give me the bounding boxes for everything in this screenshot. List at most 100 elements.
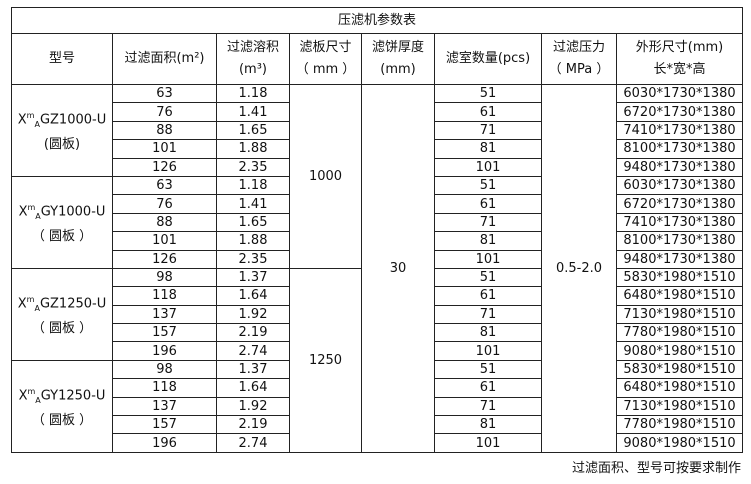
model-name: XmAGZ1250-U — [17, 294, 107, 313]
volume-cell: 1.88 — [216, 139, 290, 159]
area-cell: 118 — [112, 378, 217, 398]
plate-size-cell: 1250 — [289, 267, 362, 453]
header-model: 型号 — [11, 33, 113, 85]
table-row: 137 1.92 71 7130*1980*1510 — [12, 396, 744, 417]
dimensions-cell: 6030*1730*1380 — [615, 83, 744, 104]
pressure-cell: 0.5-2.0 — [541, 84, 617, 453]
header-plate-size: 滤板尺寸（ mm ） — [289, 33, 362, 85]
table-row: 88 1.65 71 7410*1730*1380 — [12, 212, 744, 233]
table-row: 157 2.19 81 7780*1980*1510 — [12, 415, 744, 435]
table-row: 118 1.64 61 6480*1980*1510 — [12, 286, 744, 306]
table-row: XmAGY1250-U （ 圆板 ） 98 1.37 51 5830*1980*1510 — [11, 359, 744, 453]
area-cell: 118 — [112, 286, 217, 306]
chambers-cell: 81 — [434, 139, 542, 159]
chambers-cell: 101 — [434, 249, 542, 269]
area-cell: 101 — [112, 139, 217, 159]
chambers-cell: 51 — [434, 175, 542, 196]
dimensions-cell: 7130*1980*1510 — [615, 396, 744, 417]
area-cell: 137 — [112, 396, 217, 417]
chambers-cell: 101 — [434, 341, 542, 361]
volume-cell: 1.64 — [216, 286, 290, 306]
dimensions-cell: 9080*1980*1510 — [615, 433, 744, 453]
volume-cell: 1.92 — [216, 304, 290, 325]
chambers-cell: 51 — [434, 83, 542, 104]
dimensions-cell: 6480*1980*1510 — [615, 378, 744, 398]
chambers-cell: 71 — [434, 120, 542, 141]
table-row: XmAGZ1000-U (圆板) 63 1.18 1000 30 51 0.5-2.0 6030… — [11, 83, 744, 453]
table-row: 196 2.74 101 9080*1980*1510 — [12, 433, 744, 453]
volume-cell: 1.18 — [216, 83, 290, 104]
chambers-cell: 61 — [434, 194, 542, 214]
area-cell: 157 — [112, 323, 217, 343]
volume-cell: 1.18 — [216, 175, 290, 196]
volume-cell: 2.74 — [216, 341, 290, 361]
volume-cell: 1.41 — [216, 194, 290, 214]
chambers-cell: 101 — [434, 433, 542, 453]
dimensions-cell: 8100*1730*1380 — [615, 139, 744, 159]
chambers-cell: 101 — [434, 157, 542, 177]
dimensions-cell: 9480*1730*1380 — [615, 157, 744, 177]
dimensions-cell: 7780*1980*1510 — [615, 323, 744, 343]
volume-cell: 1.64 — [216, 378, 290, 398]
model-plate-type: (圆板) — [43, 136, 81, 152]
dimensions-cell: 6720*1730*1380 — [615, 102, 744, 122]
area-cell: 101 — [112, 231, 217, 251]
volume-cell: 1.88 — [216, 231, 290, 251]
model-plate-type: （ 圆板 ） — [31, 320, 93, 336]
area-cell: 126 — [112, 249, 217, 269]
area-cell: 98 — [112, 267, 217, 288]
area-cell: 88 — [112, 212, 217, 233]
volume-cell: 1.65 — [216, 212, 290, 233]
chambers-cell: 61 — [434, 102, 542, 122]
model-cell: XmAGZ1250-U （ 圆板 ） — [11, 267, 113, 361]
table-row: 126 2.35 101 9480*1730*1380 — [12, 157, 744, 177]
chambers-cell: 51 — [434, 359, 542, 380]
area-cell: 98 — [112, 359, 217, 380]
header-dimensions: 外形尺寸(mm) 长*宽*高 — [615, 33, 744, 85]
volume-cell: 2.35 — [216, 249, 290, 269]
model-plate-type: （ 圆板 ） — [31, 228, 93, 244]
dimensions-cell: 6720*1730*1380 — [615, 194, 744, 214]
chambers-cell: 71 — [434, 396, 542, 417]
header-cake-thickness: 滤饼厚度 (mm) — [361, 33, 435, 85]
volume-cell: 2.19 — [216, 415, 290, 435]
dimensions-cell: 8100*1730*1380 — [615, 231, 744, 251]
plate-size-cell: 1000 — [289, 84, 362, 269]
area-cell: 137 — [112, 304, 217, 325]
table-title: 压滤机参数表 — [10, 7, 744, 34]
dimensions-cell: 6030*1730*1380 — [615, 175, 744, 196]
chambers-cell: 61 — [434, 378, 542, 398]
dimensions-cell: 7780*1980*1510 — [615, 415, 744, 435]
header-volume: 过滤溶积 (m³) — [216, 33, 290, 85]
area-cell: 76 — [112, 102, 217, 122]
chambers-cell: 51 — [434, 267, 542, 288]
table-row: 76 1.41 61 6720*1730*1380 — [12, 194, 744, 214]
table-row: XmAGZ1250-U （ 圆板 ） 98 1.37 1250 51 5830*1980*1… — [11, 267, 744, 453]
dimensions-cell: 7410*1730*1380 — [615, 120, 744, 141]
parameter-table: 压滤机参数表 型号 过滤面积(m²) 过滤溶积 (m³) 滤板尺寸（ mm ） 滤… — [10, 7, 744, 453]
table-row: 157 2.19 81 7780*1980*1510 — [12, 323, 744, 343]
header-area: 过滤面积(m²) — [112, 33, 217, 85]
chambers-cell: 61 — [434, 286, 542, 306]
volume-cell: 1.41 — [216, 102, 290, 122]
volume-cell: 2.74 — [216, 433, 290, 453]
volume-cell: 1.65 — [216, 120, 290, 141]
header-chambers: 滤室数量(pcs) — [434, 33, 542, 85]
footer-note: 过滤面积、型号可按要求制作 — [571, 461, 741, 476]
dimensions-cell: 6480*1980*1510 — [615, 286, 744, 306]
model-cell: XmAGZ1000-U (圆板) — [11, 84, 113, 177]
table-row: 101 1.88 81 8100*1730*1380 — [12, 139, 744, 159]
table-row: 101 1.88 81 8100*1730*1380 — [12, 231, 744, 251]
volume-cell: 1.92 — [216, 396, 290, 417]
model-name: XmAGZ1000-U — [17, 111, 107, 129]
area-cell: 126 — [112, 157, 217, 177]
chambers-cell: 71 — [434, 304, 542, 325]
cake-thickness-cell: 30 — [361, 84, 435, 453]
dimensions-cell: 5830*1980*1510 — [615, 267, 744, 288]
area-cell: 196 — [112, 433, 217, 453]
model-cell: XmAGY1000-U （ 圆板 ） — [11, 175, 113, 269]
model-name: XmAGY1250-U — [18, 386, 106, 405]
area-cell: 63 — [112, 175, 217, 196]
model-plate-type: （ 圆板 ） — [31, 412, 93, 428]
volume-cell: 2.35 — [216, 157, 290, 177]
